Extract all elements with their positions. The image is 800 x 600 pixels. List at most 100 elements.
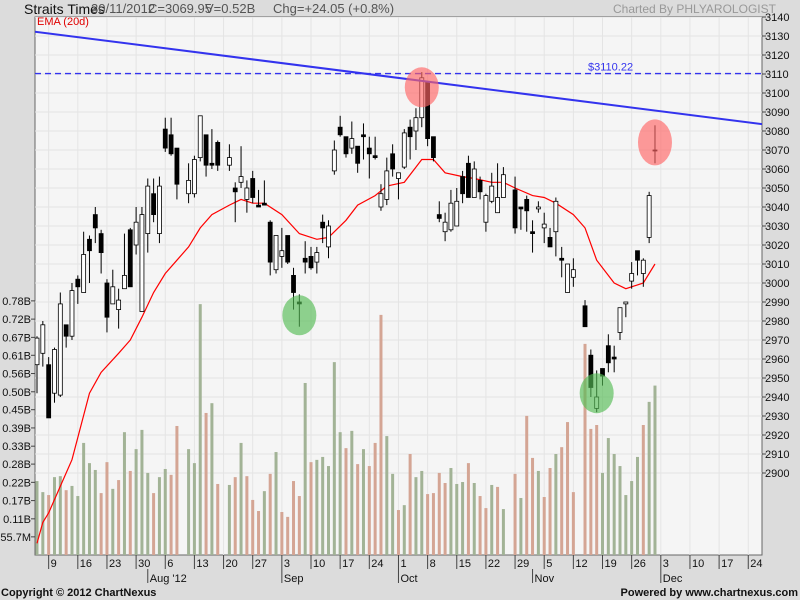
volume-bar — [169, 474, 173, 555]
volume-bar — [210, 403, 214, 555]
volume-tick-label: 0.11B — [3, 514, 31, 526]
volume-tick-label: 0.61B — [2, 350, 31, 362]
volume-bar — [402, 505, 406, 555]
volume-bar — [437, 472, 441, 555]
volume-bar — [245, 476, 249, 555]
date-tick-label: 27 — [255, 558, 267, 570]
volume-bar — [449, 468, 453, 555]
candle — [203, 134, 209, 177]
volume-bar — [554, 454, 558, 555]
volume-bar — [595, 425, 599, 555]
candle-body — [209, 162, 215, 166]
volume-bar — [606, 438, 610, 555]
volume-tick-label: 0.50B — [2, 387, 31, 399]
date-tick-label: 19 — [605, 558, 617, 570]
volume-bar — [134, 449, 138, 555]
candle-body — [559, 257, 565, 261]
candle — [92, 207, 98, 244]
candle-body — [133, 221, 139, 246]
candle-body — [401, 132, 407, 168]
volume-bar — [262, 491, 266, 555]
volume-bar — [443, 482, 447, 555]
candle — [122, 233, 127, 290]
candle — [209, 129, 215, 169]
volume-bar — [128, 470, 132, 555]
volume-bar — [140, 429, 144, 555]
candle — [407, 119, 413, 160]
candle — [454, 188, 460, 227]
candle — [553, 197, 559, 257]
candle-body — [640, 259, 646, 274]
candle-body — [384, 170, 390, 200]
candle-body — [157, 185, 162, 235]
candle — [466, 155, 471, 198]
volume-bar — [525, 415, 529, 555]
candle — [483, 193, 489, 232]
candle — [477, 176, 483, 200]
candle-body — [168, 134, 174, 155]
volume-bar — [111, 488, 115, 555]
volume-tick-label: 0.78B — [2, 296, 31, 308]
copyright: Copyright © 2012 ChartNexus — [1, 587, 157, 599]
candle — [489, 172, 495, 204]
date-tick-label: 9 — [51, 558, 57, 570]
candle — [302, 241, 308, 274]
candle-body — [331, 149, 337, 172]
price-tick-label: 3040 — [765, 202, 789, 214]
candle-body — [413, 117, 419, 132]
volume-bar — [478, 496, 482, 555]
candle — [605, 334, 611, 373]
candle — [98, 229, 104, 274]
candle — [337, 115, 343, 137]
date-tick-label: 5 — [546, 558, 552, 570]
candle — [320, 214, 326, 244]
candle-body — [226, 157, 232, 166]
volume-bar — [385, 436, 389, 555]
candle-body — [431, 136, 436, 158]
candle-body — [261, 202, 267, 206]
month-tick-label: Sep — [284, 573, 304, 585]
price-tick-label: 3130 — [765, 31, 789, 43]
volume-bar — [64, 490, 68, 555]
candle-body — [145, 185, 151, 235]
volume-tick-label: 0.67B — [2, 332, 31, 344]
volume-bar — [117, 480, 121, 555]
candle-body — [63, 324, 69, 337]
volume-bar — [414, 477, 418, 555]
candle — [547, 227, 553, 248]
candle-body — [343, 136, 349, 155]
volume-bar — [99, 493, 103, 555]
volume-bar — [624, 495, 628, 555]
candle-body — [139, 214, 145, 312]
volume-bar — [309, 462, 313, 555]
candle-body — [291, 274, 296, 293]
candle — [541, 212, 547, 244]
candle-body — [273, 235, 279, 271]
candle-body — [203, 134, 209, 166]
date-tick-label: 20 — [226, 558, 238, 570]
candle — [570, 258, 576, 287]
candle — [238, 146, 244, 188]
volume-bar — [361, 449, 365, 555]
date-tick-label: 26 — [634, 558, 646, 570]
candle — [331, 140, 337, 175]
trendline — [35, 30, 762, 126]
candle — [226, 144, 232, 171]
highlight-circle-red — [637, 119, 672, 166]
volume-bar — [490, 484, 494, 555]
volume-bar — [163, 468, 167, 555]
date-tick-label: 24 — [750, 558, 762, 570]
volume-bar — [47, 495, 51, 555]
candle-body — [355, 145, 361, 164]
candle-body — [565, 263, 570, 293]
candle-body — [629, 273, 635, 282]
price-tick-label: 3120 — [765, 50, 789, 62]
candle-body — [617, 307, 623, 333]
volume-bar — [274, 452, 278, 555]
powered-by-link[interactable]: Powered by www.chartnexus.com — [620, 587, 798, 599]
candle — [215, 140, 221, 171]
month-tick-label: Dec — [663, 573, 683, 585]
volume-bar — [466, 463, 470, 555]
candle-body — [349, 138, 355, 149]
candle-body — [256, 204, 261, 208]
